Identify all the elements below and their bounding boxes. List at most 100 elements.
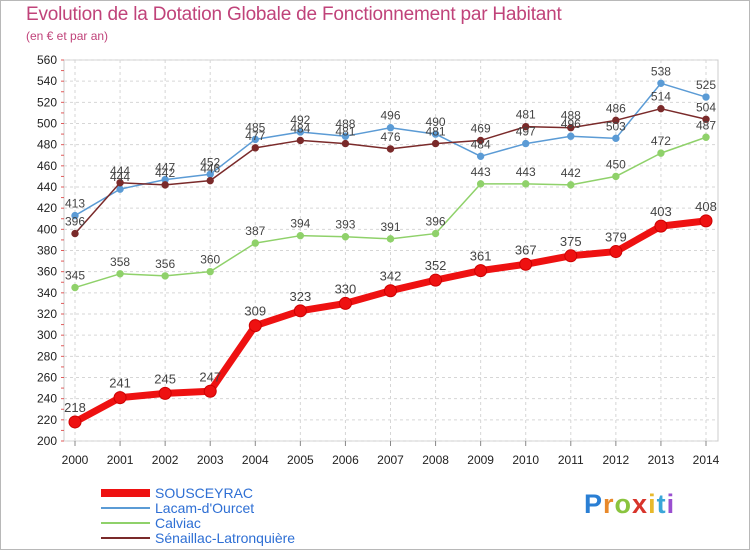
data-point [429,273,443,287]
data-label: 408 [695,199,717,214]
data-point [161,181,169,189]
data-point [341,132,350,140]
data-point [116,185,124,193]
data-point [702,133,710,141]
x-tick-label: 2004 [242,453,269,467]
data-label: 503 [606,119,626,133]
data-label: 514 [651,90,671,104]
data-point [296,136,305,145]
y-tick-label: 260 [37,371,57,385]
data-label: 488 [335,117,355,131]
data-label: 486 [606,101,626,115]
data-point [564,249,578,263]
data-label: 356 [155,257,175,271]
data-label: 444 [110,170,130,184]
x-tick-label: 2010 [512,453,539,467]
data-label: 247 [199,369,221,384]
legend-label: Calviac [155,515,201,531]
data-label: 452 [200,155,220,169]
x-tick-label: 2009 [467,453,494,467]
data-label: 342 [380,269,402,284]
x-tick-label: 2007 [377,453,404,467]
data-point [386,145,395,153]
data-label: 485 [245,120,265,134]
data-label: 367 [515,242,537,257]
data-point [702,115,710,123]
data-point [474,264,488,278]
data-point [116,179,124,187]
data-point [113,391,127,405]
chart-title: Evolution de la Dotation Globale de Fonc… [26,4,562,25]
data-label: 352 [425,258,447,273]
data-point [522,122,530,131]
data-label: 443 [516,165,536,179]
data-point [248,319,262,333]
data-point [431,139,440,148]
y-tick-label: 560 [37,53,57,67]
data-point [657,104,665,113]
data-label: 345 [65,269,85,283]
y-tick-label: 420 [37,201,57,215]
data-label: 504 [696,100,716,114]
data-label: 403 [650,204,672,219]
x-tick-label: 2011 [558,453,584,467]
data-label: 484 [290,121,310,135]
data-point [657,79,665,87]
data-point [206,176,214,185]
data-label: 481 [516,108,536,122]
data-label: 481 [335,125,355,139]
x-tick-label: 2012 [603,453,630,467]
logo-letter: P [584,489,604,519]
data-point [384,284,397,298]
logo-letter: o [614,489,633,519]
y-tick-label: 200 [37,434,57,448]
logo-letter: i [648,489,657,519]
data-point [251,144,259,152]
data-label: 476 [380,130,400,144]
data-point [522,139,530,148]
data-point [657,149,665,157]
logo-letter: r [603,489,615,519]
y-tick-label: 400 [37,222,57,236]
data-label: 469 [471,121,491,135]
data-label: 396 [426,215,446,229]
data-label: 472 [651,134,671,148]
x-tick-label: 2005 [287,453,314,467]
logo-letter: t [656,489,667,519]
data-label: 497 [516,125,536,139]
data-point [567,132,575,140]
data-label: 413 [65,197,85,211]
data-point [519,257,533,271]
data-label: 394 [290,217,310,231]
data-label: 496 [380,109,400,123]
data-point [296,231,305,240]
data-point [612,116,620,125]
data-label: 379 [605,230,627,245]
y-tick-label: 460 [37,159,57,173]
data-label: 477 [245,129,265,143]
data-label: 490 [426,115,446,129]
data-label: 487 [696,118,716,132]
chart-subtitle: (en € et par an) [26,29,109,43]
data-point [609,245,623,259]
data-label: 446 [200,162,220,176]
data-label: 361 [470,249,492,264]
y-tick-label: 340 [37,286,57,300]
y-tick-label: 480 [37,138,57,152]
data-point [158,386,172,400]
data-label: 484 [471,137,491,151]
data-label: 396 [65,215,85,229]
data-point [296,128,305,136]
data-label: 444 [110,164,130,178]
data-label: 358 [110,255,130,269]
data-point [386,124,395,132]
data-point [71,229,79,238]
data-label: 442 [561,166,581,180]
data-label: 309 [244,304,266,319]
data-label: 375 [560,234,582,249]
y-tick-label: 360 [37,265,57,279]
data-point [702,93,710,101]
data-label: 525 [696,78,716,92]
data-label: 360 [200,253,220,267]
